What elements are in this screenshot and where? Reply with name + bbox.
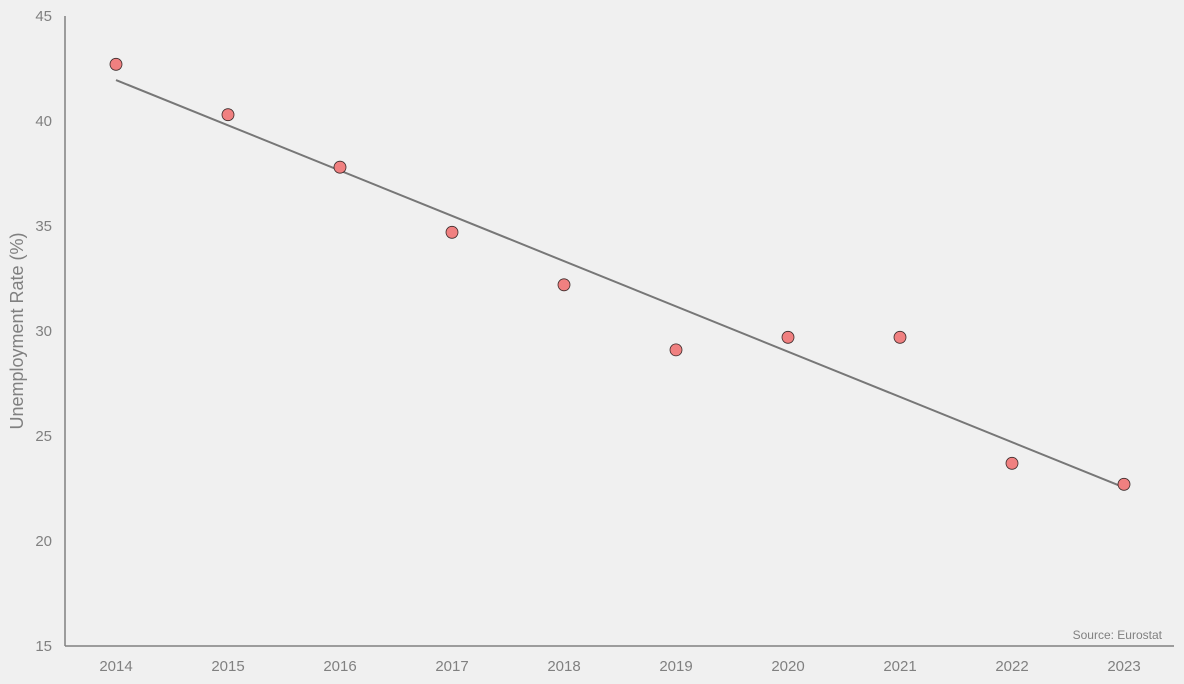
data-points: [109, 57, 1131, 491]
y-tick-label: 45: [35, 8, 52, 25]
data-point: [557, 278, 571, 292]
x-tick-label: 2015: [211, 658, 244, 675]
data-point: [445, 225, 459, 239]
data-point: [893, 330, 907, 344]
y-tick-label: 25: [35, 428, 52, 445]
y-axis-title: Unemployment Rate (%): [7, 232, 27, 429]
y-tick-label: 30: [35, 323, 52, 340]
trendline-group: [115, 79, 1125, 489]
y-tick-label: 20: [35, 533, 52, 550]
x-tick-label: 2014: [99, 658, 132, 675]
y-tick-label: 35: [35, 218, 52, 235]
x-tick-label: 2021: [883, 658, 916, 675]
x-tick-label: 2019: [659, 658, 692, 675]
x-tick-label: 2018: [547, 658, 580, 675]
data-point: [1005, 456, 1019, 470]
data-point: [221, 108, 235, 122]
data-point: [109, 57, 123, 71]
data-point: [669, 343, 683, 357]
x-tick-label: 2017: [435, 658, 468, 675]
axes: 15 20 25 30 35 40 45 2014 2015 2016 2017 2018 2019 20…: [35, 8, 1174, 675]
x-tick-label: 2022: [995, 658, 1028, 675]
x-tick-label: 2020: [771, 658, 804, 675]
x-tick-label: 2016: [323, 658, 356, 675]
data-point: [1117, 477, 1131, 491]
trendline: [115, 79, 1125, 489]
y-tick-label: 15: [35, 638, 52, 655]
y-tick-label: 40: [35, 113, 52, 130]
data-point: [333, 160, 347, 174]
data-point: [781, 330, 795, 344]
x-tick-label: 2023: [1107, 658, 1140, 675]
axis-labels: Unemployment Rate (%) Source: Eurostat: [7, 232, 1163, 642]
source-note: Source: Eurostat: [1073, 628, 1163, 642]
